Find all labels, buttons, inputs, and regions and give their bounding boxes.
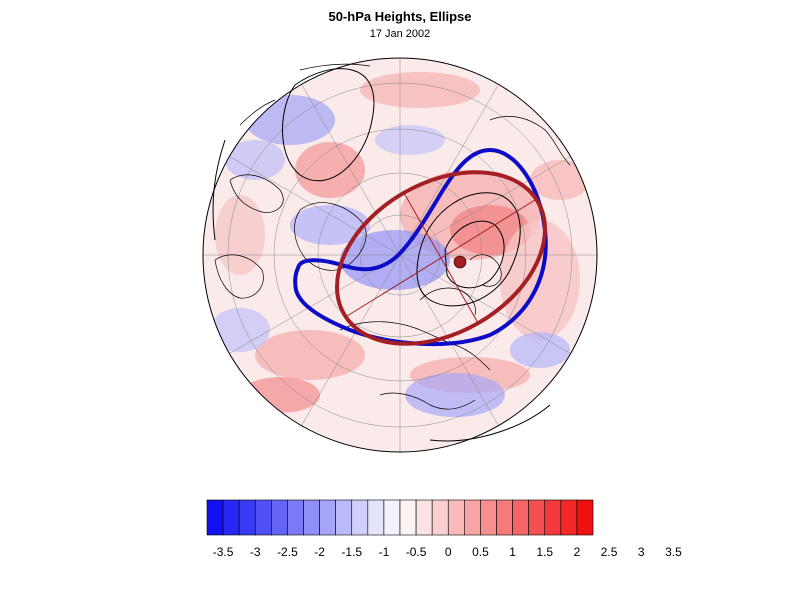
- colorbar-tick-label: 1: [509, 545, 516, 559]
- colorbar-box: [254, 499, 272, 536]
- colorbar-tick-label: 1.5: [536, 545, 553, 559]
- chart-date: 17 Jan 2002: [369, 28, 431, 40]
- colorbar-box: [528, 499, 546, 536]
- colorbar-box: [399, 499, 417, 536]
- colorbar-tick-label: 0.5: [472, 545, 489, 559]
- chart-title: 50-hPa Heights, Ellipse: [328, 9, 472, 24]
- colorbar-tick-label: 2: [574, 545, 581, 559]
- colorbar-box: [480, 499, 497, 536]
- colorbar-box: [383, 499, 401, 536]
- colorbar-tick-label: 0: [445, 545, 452, 559]
- colorbar-box: [303, 499, 320, 536]
- colorbar-box: [447, 499, 465, 536]
- colorbar-box: [512, 499, 529, 536]
- ellipse-center-marker: [453, 255, 467, 269]
- meridian-line: [301, 254, 401, 426]
- colorbar-box: [335, 499, 353, 536]
- meridian-line: [399, 254, 499, 426]
- colorbar-box: [206, 499, 224, 536]
- colorbar-tick-label: -2.5: [277, 545, 298, 559]
- colorbar-labels: -3.5 -3 -2.5 -2 -1.5 -1 -0.5 0 0.5 1 1.5 2 2.5 3 3.5: [213, 545, 682, 559]
- colorbar-box: [496, 499, 513, 536]
- colorbar-box: [222, 499, 240, 536]
- colorbar-box: [431, 499, 449, 536]
- colorbar-box: [351, 499, 369, 536]
- meridian-line: [399, 254, 571, 354]
- fitted-ellipse: [335, 170, 547, 346]
- colorbar-tick-label: -3.5: [213, 545, 234, 559]
- colorbar-tick-label: 3: [638, 545, 645, 559]
- height-contours: [212, 68, 551, 442]
- colorbar-box: [544, 499, 562, 536]
- colorbar-box: [576, 499, 594, 536]
- colorbar-box: [238, 499, 256, 536]
- meridian-line: [301, 84, 401, 256]
- colorbar-box: [560, 499, 578, 536]
- colorbar-tick-label: -3: [250, 545, 261, 559]
- colorbar-boxes: [206, 499, 594, 536]
- meridian-line: [229, 156, 401, 256]
- colorbar-box: [287, 499, 304, 536]
- colorbar-tick-label: -1: [379, 545, 390, 559]
- meridian-line: [399, 156, 571, 256]
- anomaly-field: [203, 58, 597, 452]
- colorbar-box: [415, 499, 433, 536]
- ellipse-minor-axis: [403, 192, 479, 324]
- colorbar-tick-label: 2.5: [601, 545, 618, 559]
- coastlines: [214, 63, 571, 410]
- meridian-line: [229, 254, 401, 354]
- colorbar-tick-label: -2: [314, 545, 325, 559]
- colorbar-tick-label: -0.5: [406, 545, 427, 559]
- colorbar-tick-label: 3.5: [665, 545, 682, 559]
- colorbar-tick-label: -1.5: [341, 545, 362, 559]
- colorbar-box: [319, 499, 336, 536]
- colorbar-box: [464, 499, 481, 536]
- map-border: [202, 57, 598, 453]
- colorbar-box: [271, 499, 288, 536]
- meridian-line: [399, 84, 499, 256]
- colorbar-box: [367, 499, 385, 536]
